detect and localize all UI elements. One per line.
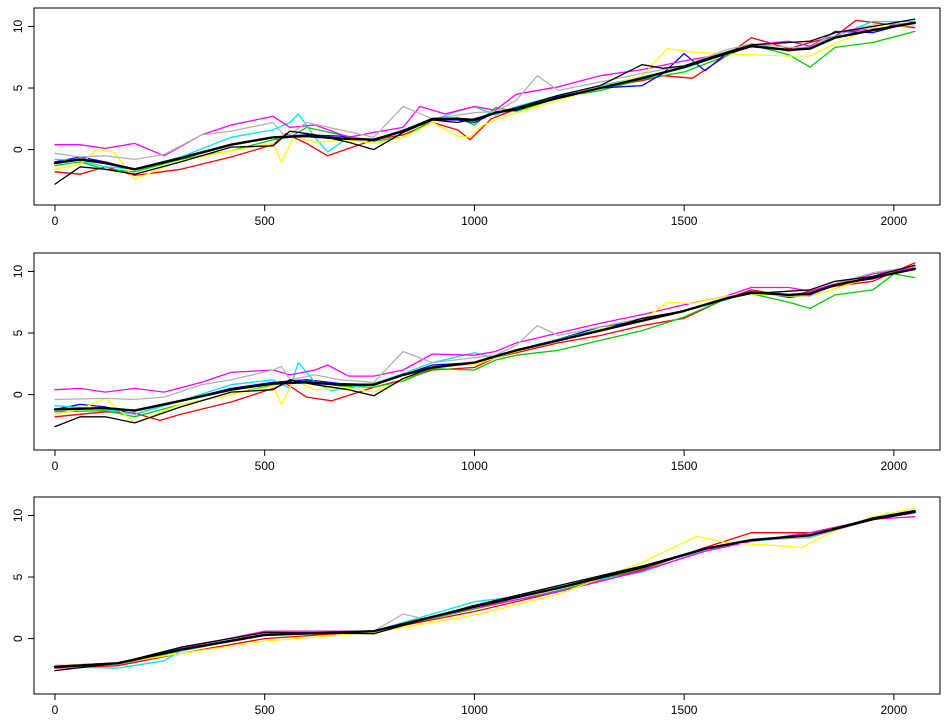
x-tick-label: 0: [52, 459, 59, 473]
series-line-4: [54, 267, 916, 415]
series-line-3: [54, 20, 916, 170]
x-tick-label: 1000: [461, 703, 488, 717]
series-line-2: [54, 509, 916, 668]
series-line-1: [54, 19, 916, 177]
x-tick-label: 1000: [461, 214, 488, 228]
series-line-9: [53, 21, 916, 171]
series-line-1: [54, 511, 916, 669]
y-tick-label: 10: [11, 264, 25, 278]
x-tick-label: 500: [255, 214, 275, 228]
x-tick-label: 1500: [671, 703, 698, 717]
x-tick-label: 1000: [461, 459, 488, 473]
y-tick-label: 5: [11, 573, 25, 580]
x-tick-label: 0: [52, 214, 59, 228]
x-tick-label: 500: [255, 703, 275, 717]
x-tick-label: 1500: [671, 214, 698, 228]
series-line-7: [54, 265, 916, 401]
series-line-3: [54, 265, 916, 415]
y-tick-label: 10: [11, 19, 25, 33]
y-tick-label: 0: [11, 635, 25, 642]
series-line-5: [54, 267, 916, 393]
y-tick-label: 10: [11, 508, 25, 522]
series-line-1: [54, 262, 916, 422]
series-line-6: [54, 507, 916, 667]
series-line-9: [53, 267, 916, 412]
series-group: [53, 262, 916, 428]
series-group: [53, 507, 916, 672]
y-tick-label: 5: [11, 84, 25, 91]
y-tick-label: 0: [11, 146, 25, 153]
panel-2: 0 500 1000 1500 2000 0 5 10: [11, 252, 941, 473]
series-line-2: [54, 30, 916, 173]
series-line-6: [54, 24, 916, 180]
x-tick-label: 2000: [881, 459, 908, 473]
series-line-9: [53, 510, 916, 669]
series-group: [53, 18, 916, 185]
x-tick-label: 500: [255, 459, 275, 473]
series-line-5: [54, 516, 916, 667]
panel-3: 0 500 1000 1500 2000 0 5 10: [11, 496, 941, 717]
plot-frame: [33, 252, 941, 451]
series-line-8: [54, 509, 916, 672]
x-tick-label: 1500: [671, 459, 698, 473]
series-line-4: [54, 20, 916, 170]
x-tick-label: 0: [52, 703, 59, 717]
x-tick-label: 2000: [881, 214, 908, 228]
plot-frame: [33, 7, 941, 206]
series-line-4: [54, 511, 916, 669]
series-line-8: [54, 264, 916, 428]
x-tick-label: 2000: [881, 703, 908, 717]
plot-frame: [33, 496, 941, 695]
y-tick-label: 0: [11, 391, 25, 398]
series-line-7: [54, 22, 916, 161]
panel-1: 0 500 1000 1500 2000 0 5 10: [11, 7, 941, 228]
y-tick-label: 5: [11, 329, 25, 336]
